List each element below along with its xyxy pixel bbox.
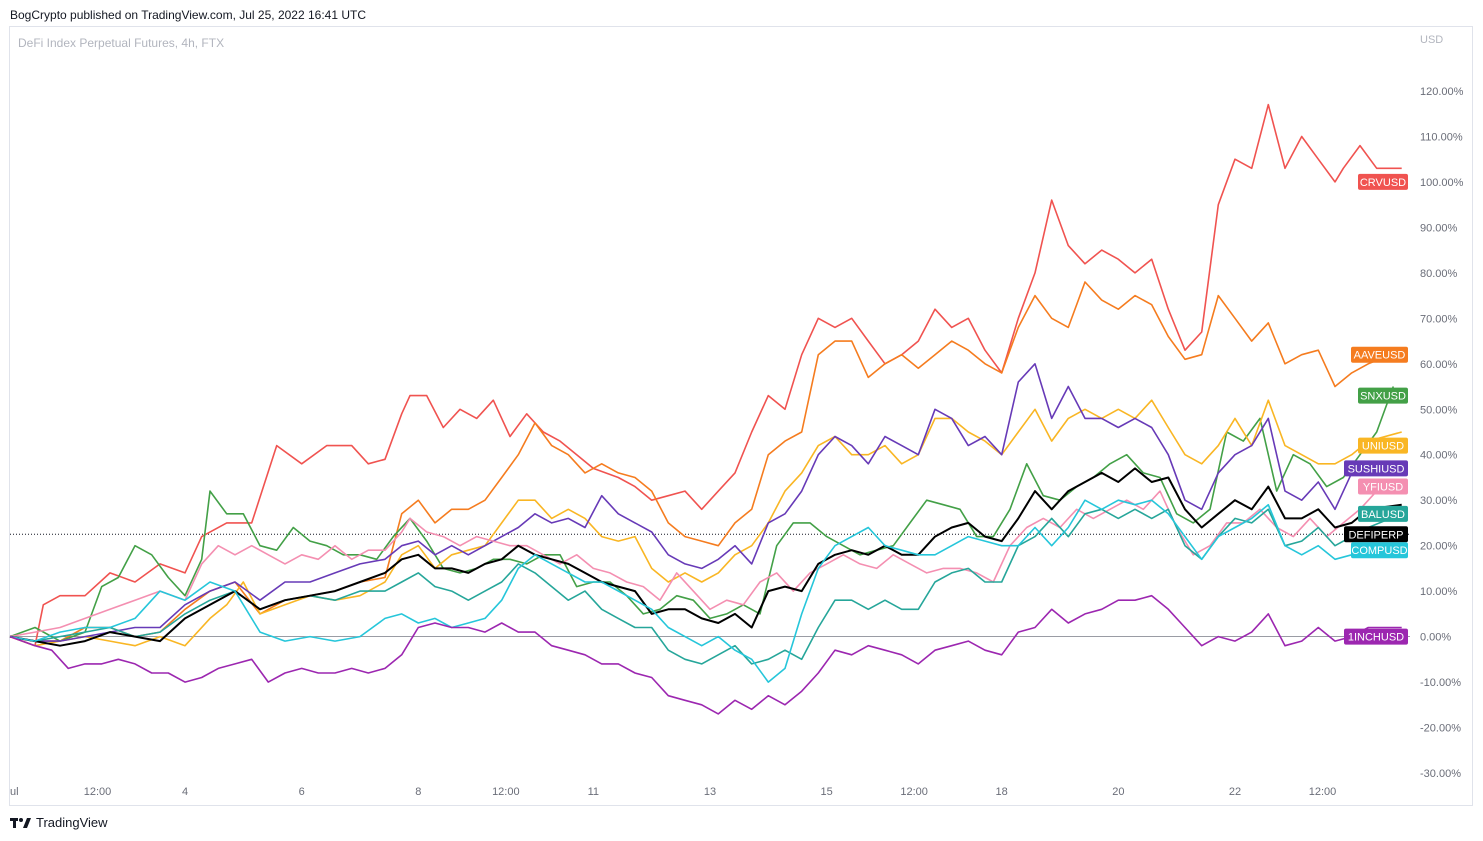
x-tick-label: 15 [821, 786, 833, 798]
series-line-uniusd [9, 399, 1402, 647]
series-label-bg-snxusd [1358, 387, 1408, 404]
series-line-crvusd [9, 103, 1402, 647]
series-label-uniusd: UNIUSD [1362, 441, 1404, 453]
series-label-bg-crvusd [1358, 173, 1408, 190]
y-tick-label: 90.00% [1420, 222, 1458, 234]
chart-frame [9, 26, 1473, 806]
y-tick-label: 0.00% [1420, 632, 1451, 644]
series-line-defiperp [9, 467, 1402, 647]
x-tick-label: 8 [415, 786, 421, 798]
x-tick-label: 22 [1229, 786, 1241, 798]
series-label-bg-1inchusd [1344, 628, 1408, 645]
series-label-bg-uniusd [1358, 437, 1408, 454]
series-label-snxusd: SNXUSD [1360, 391, 1406, 403]
x-tick-label: 12:00 [1309, 786, 1337, 798]
series-label-bg-defiperp [1344, 526, 1408, 543]
x-tick-label: 12:00 [492, 786, 520, 798]
currency-label: USD [1420, 34, 1444, 46]
y-tick-label: -20.00% [1420, 723, 1461, 735]
series-label-balusd: BALUSD [1361, 509, 1405, 521]
y-tick-label: 50.00% [1420, 404, 1458, 416]
x-tick-label: 18 [996, 786, 1008, 798]
published-info: BogCrypto published on TradingView.com, … [10, 8, 366, 22]
y-tick-label: 20.00% [1420, 541, 1458, 553]
chart-title: DeFi Index Perpetual Futures, 4h, FTX [18, 36, 225, 50]
series-label-defiperp: DEFIPERP [1348, 529, 1403, 541]
series-label-bg-yfiusd [1358, 478, 1408, 495]
y-tick-label: 80.00% [1420, 268, 1458, 280]
x-tick-label: 6 [299, 786, 305, 798]
tradingview-brand[interactable]: TradingView [10, 815, 108, 830]
x-tick-label: 12:00 [900, 786, 928, 798]
series-label-1inchusd: 1INCHUSD [1348, 632, 1404, 644]
series-label-bg-sushiusd [1344, 460, 1408, 477]
tradingview-brand-text: TradingView [36, 815, 108, 830]
y-tick-label: 70.00% [1420, 313, 1458, 325]
series-line-snxusd [9, 386, 1395, 642]
x-tick-label: 11 [588, 786, 599, 798]
x-tick-label: 4 [182, 786, 188, 798]
y-tick-label: 110.00% [1420, 131, 1463, 143]
series-label-yfiusd: YFIUSD [1363, 482, 1403, 494]
series-label-crvusd: CRVUSD [1360, 177, 1406, 189]
series-line-compusd [9, 499, 1402, 683]
y-tick-label: 60.00% [1420, 359, 1458, 371]
y-tick-label: -10.00% [1420, 677, 1461, 689]
series-label-bg-aaveusd [1351, 346, 1408, 363]
y-tick-label: 10.00% [1420, 586, 1458, 598]
series-label-aaveusd: AAVEUSD [1354, 350, 1406, 362]
series-line-balusd [9, 508, 1403, 665]
x-tick-label: 13 [704, 786, 716, 798]
series-label-sushiusd: SUSHIUSD [1348, 463, 1405, 475]
y-tick-label: 120.00% [1420, 86, 1464, 98]
x-tick-label: 12:00 [84, 786, 112, 798]
series-line-1inchusd [9, 594, 1402, 715]
tradingview-logo-icon [10, 817, 31, 828]
y-tick-label: 40.00% [1420, 450, 1458, 462]
x-tick-label: ul [10, 786, 19, 798]
y-tick-label: 30.00% [1420, 495, 1458, 507]
series-label-compusd: COMPUSD [1351, 545, 1407, 557]
x-tick-label: 20 [1112, 786, 1124, 798]
y-tick-label: -30.00% [1420, 768, 1461, 780]
series-label-bg-balusd [1358, 505, 1408, 522]
series-label-bg-compusd [1351, 542, 1408, 559]
y-tick-label: 100.00% [1420, 177, 1464, 189]
series-line-sushiusd [9, 363, 1402, 642]
